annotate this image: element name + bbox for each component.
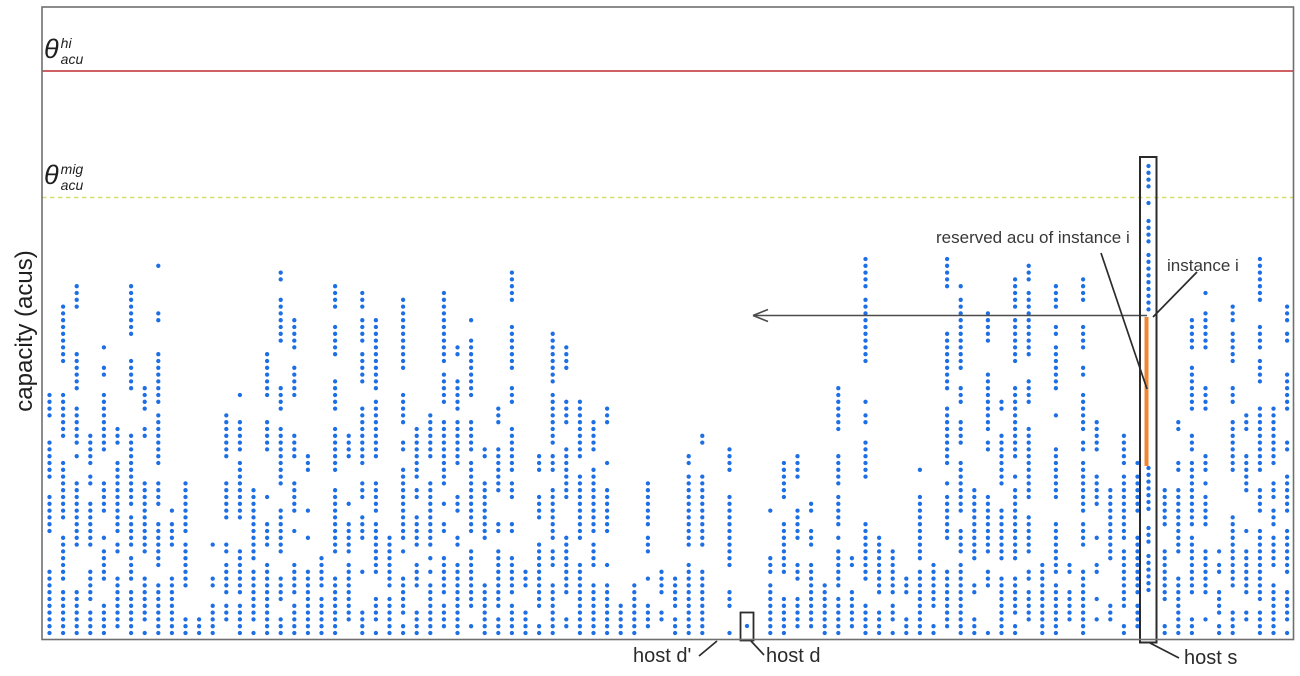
threshold-hi-label: θ hi acu — [44, 34, 84, 67]
label-host-s: host s — [1184, 647, 1238, 669]
instance-dots — [47, 163, 1290, 636]
theta-mig-subscript: acu — [60, 177, 84, 194]
migration-arrowhead-icon — [752, 308, 769, 323]
theta-mig-superscript: mig — [60, 161, 84, 177]
threshold-mig-label: θ mig acu — [44, 160, 84, 193]
annotation-instance-i: instance i — [1167, 256, 1239, 275]
theta-symbol: θ — [44, 160, 59, 190]
annotation-reserved-acu: reserved acu of instance i — [936, 228, 1130, 247]
pointer-line-host-d — [750, 640, 765, 656]
theta-mig-supsub: mig acu — [61, 161, 84, 193]
pointer-line-host-s — [1149, 642, 1180, 659]
pointer-line-instance-i — [1152, 271, 1198, 318]
theta-hi-supsub: hi acu — [61, 35, 84, 67]
theta-symbol: θ — [44, 34, 59, 64]
theta-hi-superscript: hi — [60, 35, 72, 51]
plot-border — [41, 6, 1295, 641]
host-d-rect — [739, 611, 755, 642]
label-host-d-prime: host d' — [633, 645, 692, 667]
pointer-line-host-d-prime — [698, 640, 718, 657]
y-axis-label: capacity (acus) — [11, 250, 38, 412]
theta-hi-subscript: acu — [60, 51, 84, 68]
host-s-rect — [1139, 156, 1158, 644]
label-host-d: host d — [766, 645, 821, 667]
